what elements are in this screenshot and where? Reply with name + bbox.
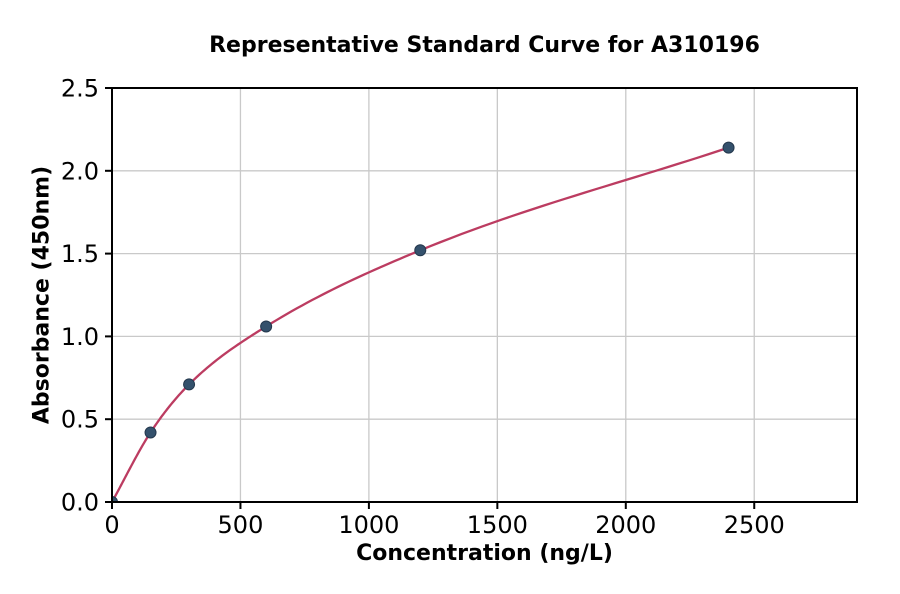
x-axis-tick-label: 1500	[467, 511, 528, 539]
y-axis-tick-label: 1.0	[61, 323, 99, 351]
y-axis-tick-label: 2.5	[61, 75, 99, 103]
x-axis-tick-label: 2500	[724, 511, 785, 539]
x-axis-tick-label: 0	[104, 511, 119, 539]
plot-border	[111, 87, 858, 503]
data-point-marker	[112, 496, 118, 502]
x-axis-tick-label: 2000	[595, 511, 656, 539]
x-axis-tick-label: 1000	[338, 511, 399, 539]
y-axis-tick-label: 0.5	[61, 406, 99, 434]
y-axis-label-text: Absorbance (450nm)	[29, 165, 55, 425]
data-point-marker	[183, 378, 196, 391]
data-point-marker	[260, 320, 273, 333]
data-point-marker	[722, 141, 735, 154]
chart-title: Representative Standard Curve for A31019…	[209, 33, 760, 58]
data-point-marker	[414, 244, 427, 257]
y-axis-tick-label: 1.5	[61, 240, 99, 268]
fit-curve	[112, 146, 729, 502]
data-point-marker	[144, 426, 157, 439]
x-axis-label: Concentration (ng/L)	[356, 541, 613, 566]
y-axis-tick-label: 2.0	[61, 157, 99, 185]
y-axis-tick-label: 0.0	[61, 489, 99, 517]
x-axis-tick-label: 500	[218, 511, 264, 539]
